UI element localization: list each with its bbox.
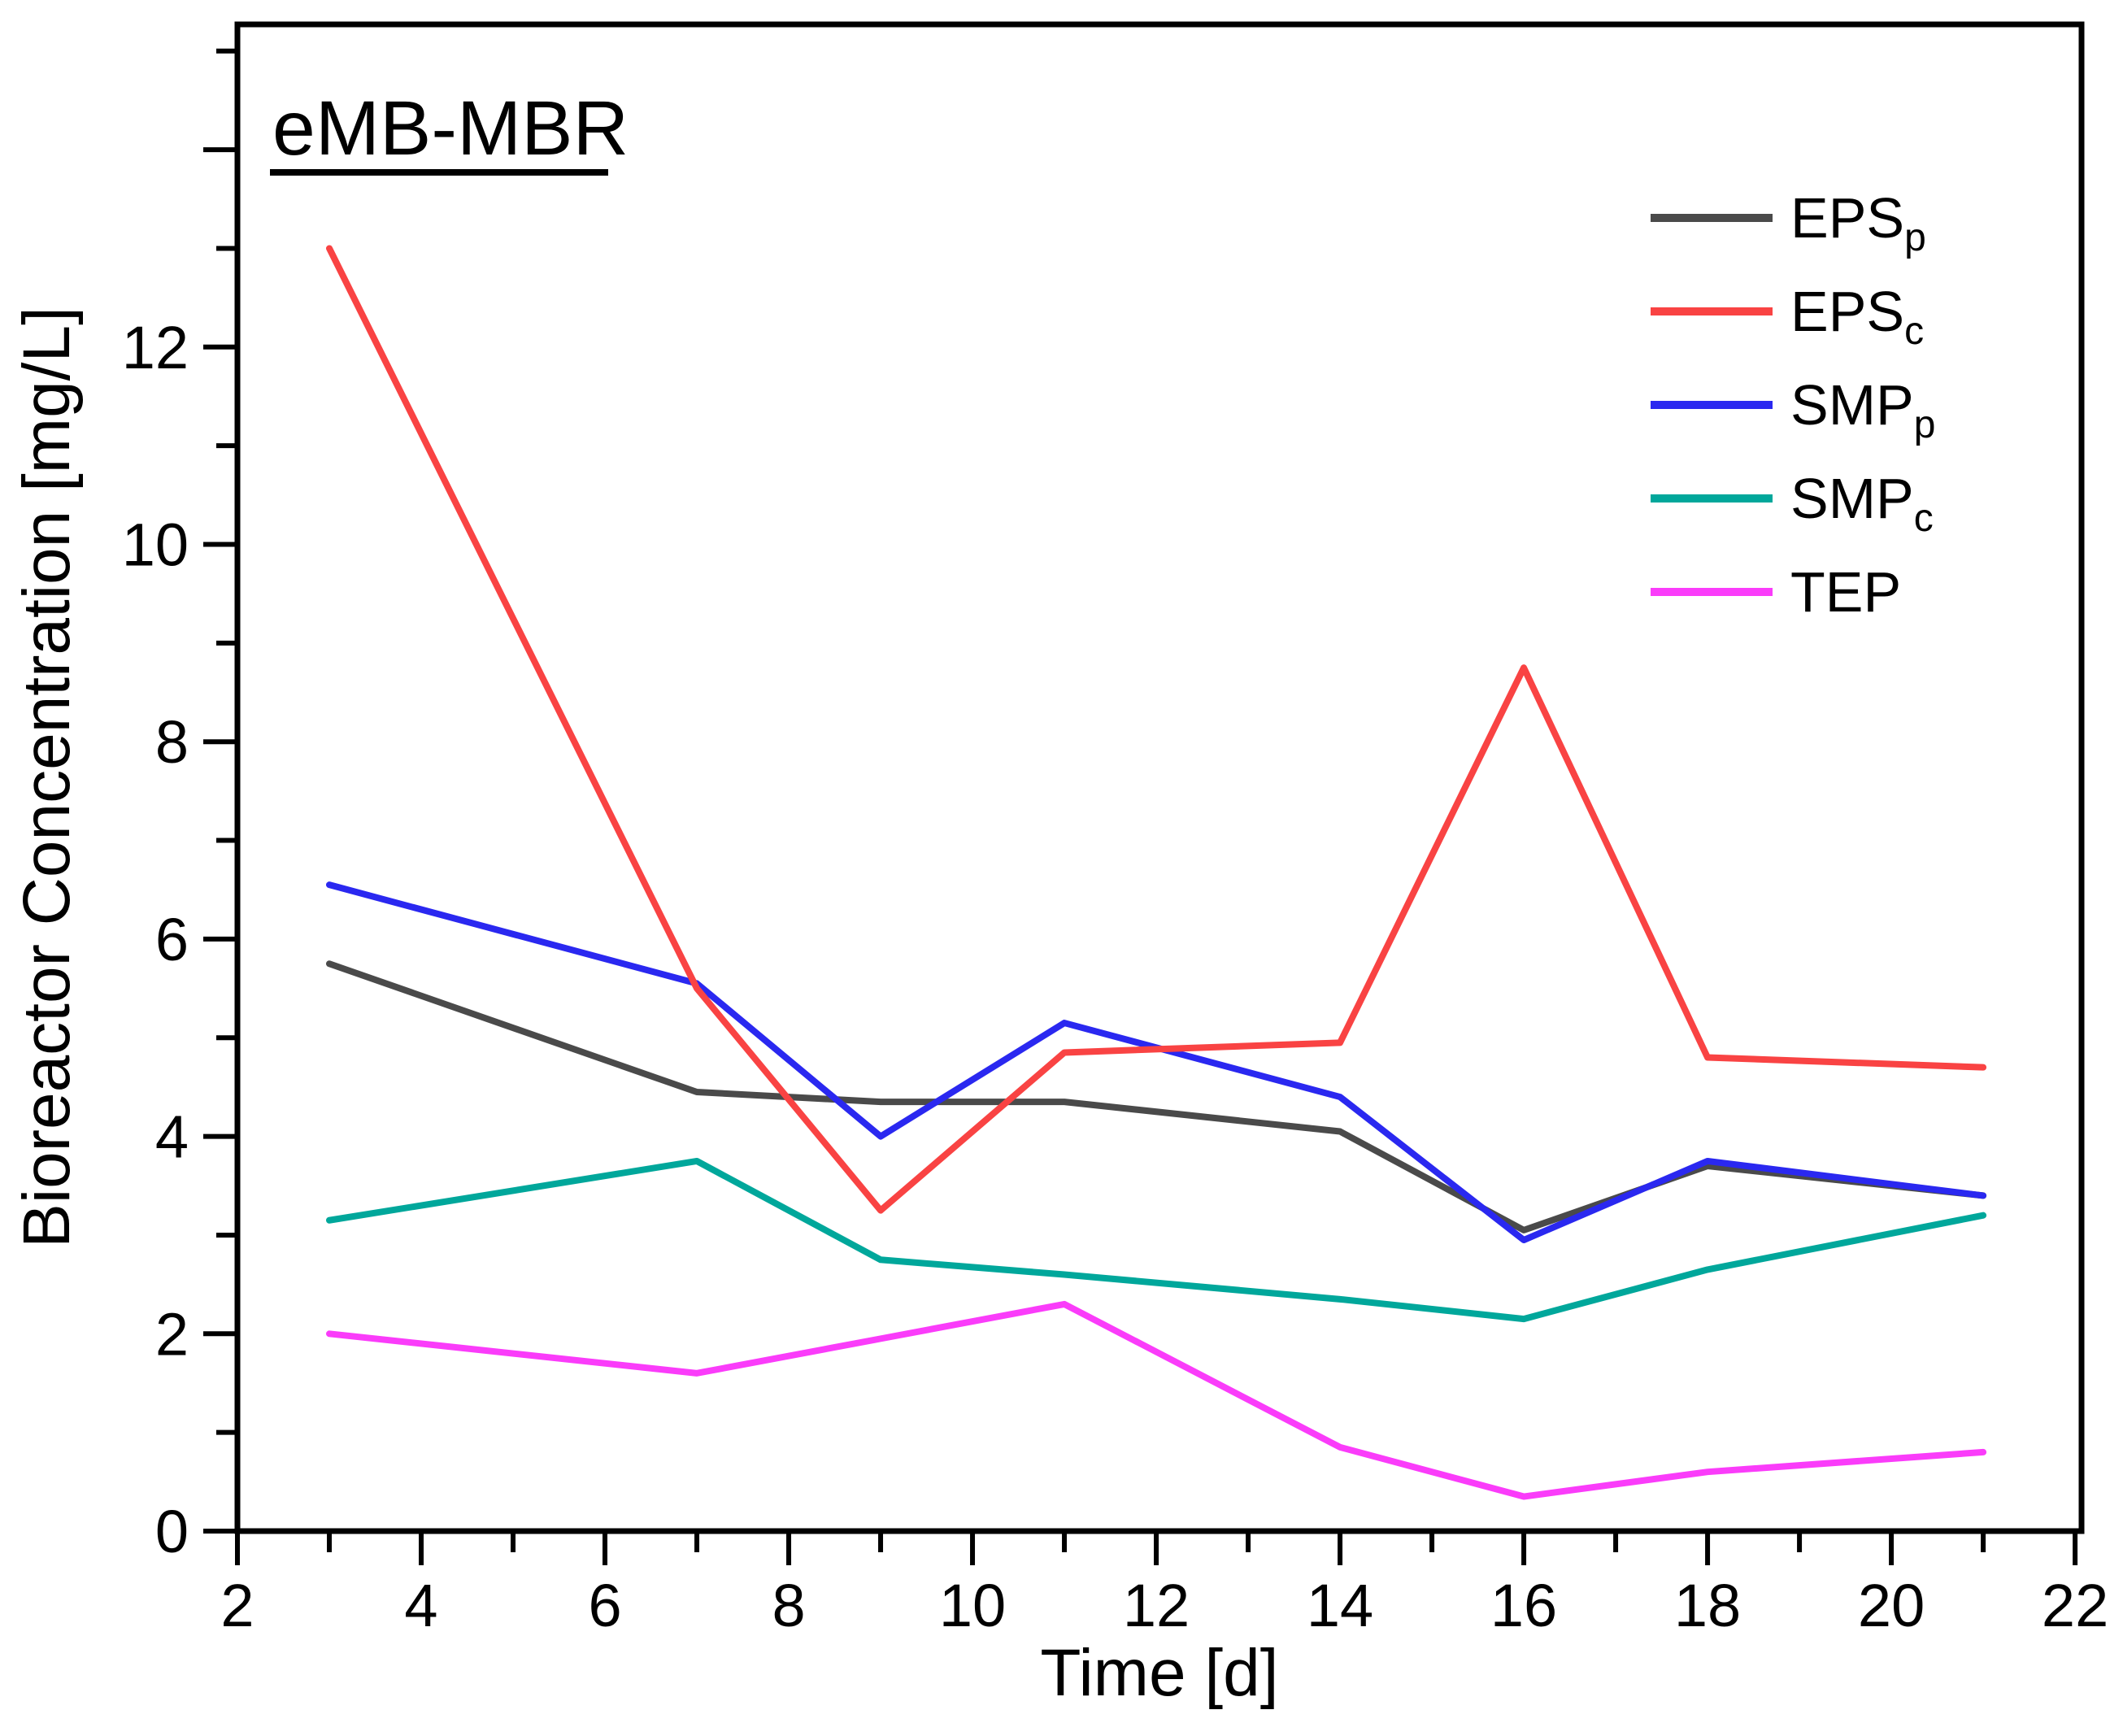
x-tick-label-4: 4 (404, 1572, 437, 1639)
legend-item-EPS_c: EPSc (1651, 280, 1924, 353)
legend-item-TEP: TEP (1651, 560, 1901, 624)
legend-item-EPS_p: EPSp (1651, 186, 1926, 259)
x-tick-label-22: 22 (2042, 1572, 2108, 1639)
legend-label-SMP_p: SMPp (1790, 373, 1935, 446)
series-line-TEP (326, 1300, 1987, 1500)
x-tick-label-12: 12 (1123, 1572, 1190, 1639)
x-tick-label-2: 2 (220, 1572, 254, 1639)
y-tick-label-12: 12 (122, 314, 189, 381)
axis-ticks (203, 48, 2078, 1565)
y-tick-label-8: 8 (155, 708, 189, 776)
x-tick-label-8: 8 (772, 1572, 805, 1639)
legend-label-SMP_c: SMPc (1790, 467, 1934, 540)
y-axis-title: Bioreactor Concentration [mg/L] (10, 307, 84, 1248)
legend: EPSp EPSc SMPp SMPc TEP (1651, 186, 1935, 624)
x-tick-label-18: 18 (1674, 1572, 1741, 1639)
series-line-EPS_p (326, 960, 1987, 1233)
data-series (326, 245, 1987, 1500)
x-tick-label-6: 6 (588, 1572, 621, 1639)
series-line-SMP_c (326, 1157, 1987, 1323)
legend-label-TEP: TEP (1790, 560, 1901, 624)
x-axis-title: Time [d] (1040, 1636, 1278, 1710)
y-tick-label-0: 0 (155, 1498, 189, 1565)
y-tick-label-2: 2 (155, 1300, 189, 1368)
x-tick-label-10: 10 (939, 1572, 1006, 1639)
plot-frame (234, 21, 2085, 1534)
y-tick-label-4: 4 (155, 1103, 189, 1171)
x-tick-label-20: 20 (1858, 1572, 1925, 1639)
y-tick-label-10: 10 (122, 511, 189, 579)
y-tick-label-6: 6 (155, 906, 189, 973)
series-line-SMP_p (326, 881, 1987, 1244)
legend-label-EPS_p: EPSp (1790, 186, 1926, 259)
x-tick-label-16: 16 (1490, 1572, 1557, 1639)
series-line-EPS_c (326, 245, 1987, 1214)
legend-item-SMP_c: SMPc (1651, 467, 1934, 540)
chart-title: eMB-MBR (272, 85, 629, 172)
legend-item-SMP_p: SMPp (1651, 373, 1935, 446)
legend-label-EPS_c: EPSc (1790, 280, 1924, 353)
x-tick-label-14: 14 (1307, 1572, 1373, 1639)
